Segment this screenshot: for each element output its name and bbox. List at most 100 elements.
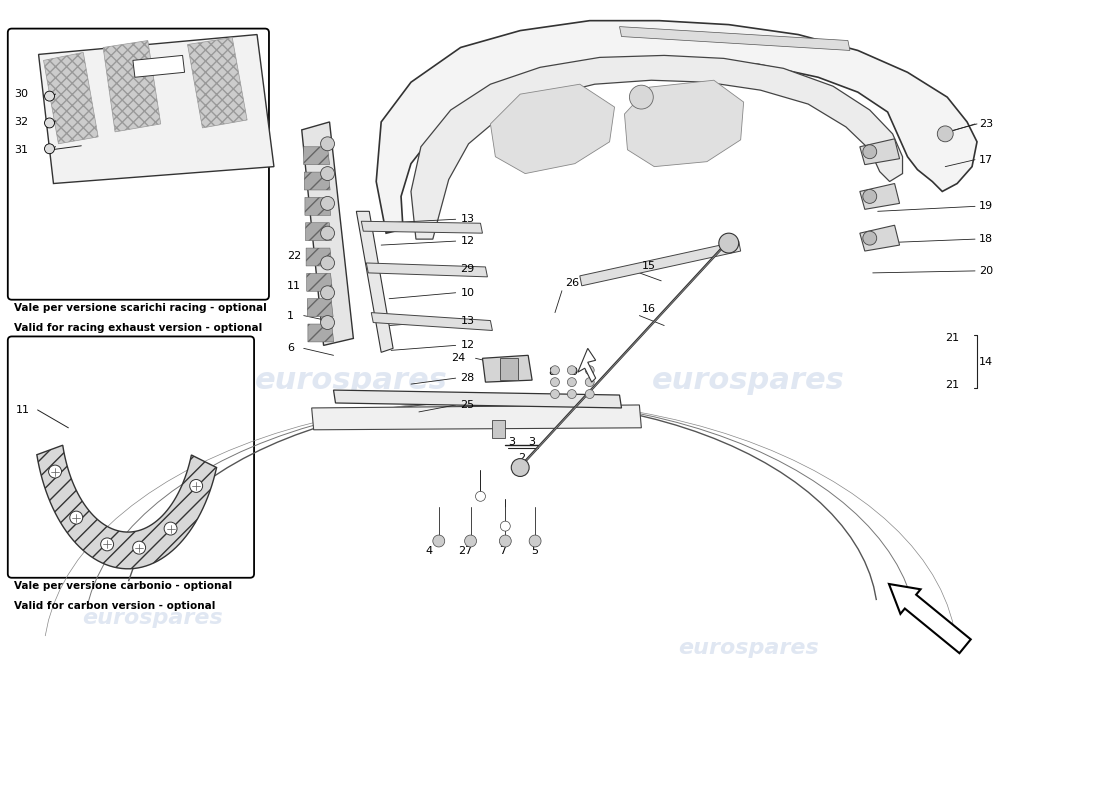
Text: 3: 3 xyxy=(528,437,536,446)
Polygon shape xyxy=(36,446,217,569)
Text: 26: 26 xyxy=(565,278,579,288)
Text: 11: 11 xyxy=(287,281,300,290)
Circle shape xyxy=(320,226,334,240)
Text: 29: 29 xyxy=(461,264,475,274)
Text: 13: 13 xyxy=(461,315,474,326)
Polygon shape xyxy=(333,390,622,408)
FancyBboxPatch shape xyxy=(8,29,270,300)
Text: eurospares: eurospares xyxy=(652,366,845,394)
Polygon shape xyxy=(372,313,493,330)
Circle shape xyxy=(475,491,485,502)
Circle shape xyxy=(432,535,444,547)
Text: 10: 10 xyxy=(461,288,474,298)
Circle shape xyxy=(550,366,560,374)
Polygon shape xyxy=(44,53,98,144)
Text: 3: 3 xyxy=(508,437,515,446)
Text: eurospares: eurospares xyxy=(82,609,223,629)
Polygon shape xyxy=(311,405,641,430)
Text: eurospares: eurospares xyxy=(255,366,448,394)
Polygon shape xyxy=(307,274,332,291)
Polygon shape xyxy=(578,348,596,382)
Polygon shape xyxy=(625,80,744,166)
Circle shape xyxy=(69,511,82,524)
Text: 6: 6 xyxy=(287,343,294,354)
Text: 5: 5 xyxy=(531,546,539,556)
Circle shape xyxy=(44,91,55,101)
Text: 28: 28 xyxy=(461,373,475,383)
Polygon shape xyxy=(500,358,518,380)
Text: 32: 32 xyxy=(14,117,28,127)
Text: 19: 19 xyxy=(979,202,993,211)
Circle shape xyxy=(44,118,55,128)
Text: 1: 1 xyxy=(287,310,294,321)
Circle shape xyxy=(320,166,334,181)
Circle shape xyxy=(718,233,739,253)
Polygon shape xyxy=(305,198,331,215)
Polygon shape xyxy=(619,26,850,50)
Polygon shape xyxy=(860,226,900,251)
Text: 27: 27 xyxy=(459,546,473,556)
Polygon shape xyxy=(304,146,330,165)
Circle shape xyxy=(568,366,576,374)
Polygon shape xyxy=(860,183,900,210)
Text: 17: 17 xyxy=(979,154,993,165)
Text: 20: 20 xyxy=(979,266,993,276)
Polygon shape xyxy=(356,211,393,352)
Text: 23: 23 xyxy=(979,119,993,129)
Polygon shape xyxy=(39,34,274,183)
Polygon shape xyxy=(491,84,615,174)
Circle shape xyxy=(585,390,594,398)
Text: 8: 8 xyxy=(548,367,556,377)
Polygon shape xyxy=(308,324,333,342)
Polygon shape xyxy=(305,172,330,190)
Text: 21: 21 xyxy=(945,380,959,390)
Circle shape xyxy=(862,145,877,158)
Polygon shape xyxy=(361,222,483,233)
Text: 25: 25 xyxy=(461,400,475,410)
Polygon shape xyxy=(306,222,331,241)
Polygon shape xyxy=(366,263,487,277)
Polygon shape xyxy=(306,248,332,266)
Circle shape xyxy=(862,231,877,245)
Text: 7: 7 xyxy=(498,546,506,556)
Polygon shape xyxy=(103,41,161,132)
Text: 13: 13 xyxy=(461,214,474,224)
Text: 22: 22 xyxy=(287,251,301,261)
Text: 15: 15 xyxy=(641,261,656,271)
Circle shape xyxy=(862,190,877,203)
Circle shape xyxy=(568,390,576,398)
Text: 31: 31 xyxy=(14,145,28,154)
Circle shape xyxy=(48,465,62,478)
Polygon shape xyxy=(483,355,532,382)
Text: eurospares: eurospares xyxy=(679,638,820,658)
Circle shape xyxy=(320,256,334,270)
Polygon shape xyxy=(307,298,333,317)
FancyArrow shape xyxy=(889,584,971,653)
Text: 12: 12 xyxy=(461,340,475,350)
Circle shape xyxy=(320,137,334,150)
Circle shape xyxy=(585,378,594,386)
Polygon shape xyxy=(187,38,248,128)
Text: 4: 4 xyxy=(426,546,432,556)
Circle shape xyxy=(585,366,594,374)
Text: Vale per versione carbonio - optional: Vale per versione carbonio - optional xyxy=(14,581,232,590)
Circle shape xyxy=(512,458,529,477)
Text: 16: 16 xyxy=(641,304,656,314)
Text: 21: 21 xyxy=(945,334,959,343)
Text: Valid for carbon version - optional: Valid for carbon version - optional xyxy=(14,601,216,610)
Polygon shape xyxy=(301,122,353,346)
Circle shape xyxy=(937,126,954,142)
Circle shape xyxy=(464,535,476,547)
FancyBboxPatch shape xyxy=(8,337,254,578)
Circle shape xyxy=(500,521,510,531)
Text: 12: 12 xyxy=(461,236,475,246)
Circle shape xyxy=(568,378,576,386)
Polygon shape xyxy=(860,139,900,165)
Circle shape xyxy=(320,197,334,210)
Circle shape xyxy=(44,144,55,154)
Circle shape xyxy=(499,535,512,547)
Circle shape xyxy=(164,522,177,535)
Polygon shape xyxy=(493,420,505,438)
Circle shape xyxy=(320,286,334,300)
Text: 18: 18 xyxy=(979,234,993,244)
